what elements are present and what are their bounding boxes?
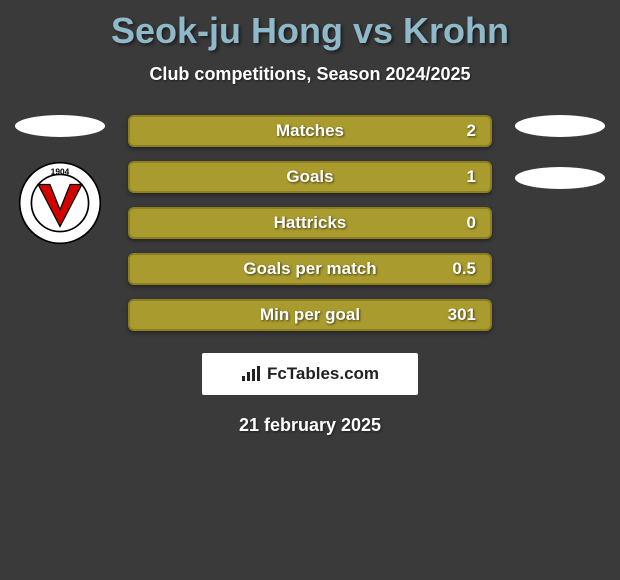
stat-bar-min-per-goal: Min per goal 301	[128, 299, 492, 331]
svg-text:1904: 1904	[51, 166, 70, 176]
stat-value: 1	[467, 167, 476, 187]
branding-text: FcTables.com	[267, 364, 379, 384]
player-placeholder-right-2	[515, 167, 605, 189]
stat-bar-matches: Matches 2	[128, 115, 492, 147]
snapshot-date: 21 february 2025	[0, 415, 620, 436]
right-player-column	[500, 115, 620, 331]
stat-label: Goals	[286, 167, 333, 187]
stat-bar-hattricks: Hattricks 0	[128, 207, 492, 239]
stat-label: Hattricks	[274, 213, 347, 233]
left-player-column: 1904	[0, 115, 120, 331]
stat-label: Goals per match	[243, 259, 376, 279]
stats-column: Matches 2 Goals 1 Hattricks 0 Goals per match 0…	[120, 115, 500, 331]
comparison-layout: 1904 Matches 2 Goals 1 Hattricks 0 Goals per m…	[0, 115, 620, 331]
player-placeholder-left	[15, 115, 105, 137]
stat-bar-goals-per-match: Goals per match 0.5	[128, 253, 492, 285]
stat-value: 301	[448, 305, 476, 325]
player-placeholder-right-1	[515, 115, 605, 137]
stat-value: 0.5	[452, 259, 476, 279]
branding-badge: FcTables.com	[202, 353, 418, 395]
club-crest-viktoria-koeln: 1904	[18, 161, 102, 245]
stat-value: 2	[467, 121, 476, 141]
stat-label: Matches	[276, 121, 344, 141]
page-title: Seok-ju Hong vs Krohn	[0, 0, 620, 52]
bar-chart-icon	[241, 366, 261, 382]
stat-label: Min per goal	[260, 305, 360, 325]
stat-bar-goals: Goals 1	[128, 161, 492, 193]
subtitle: Club competitions, Season 2024/2025	[0, 64, 620, 85]
stat-value: 0	[467, 213, 476, 233]
